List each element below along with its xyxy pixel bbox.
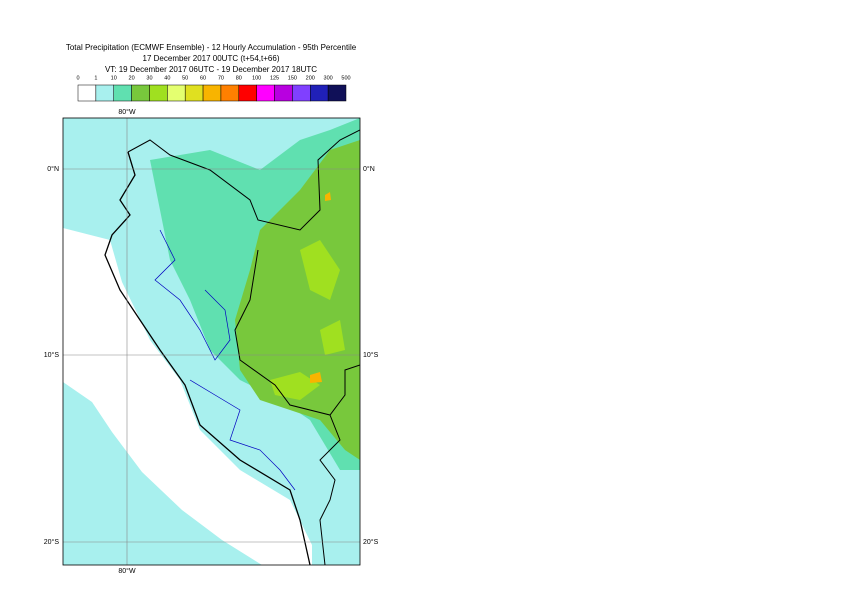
legend-swatch [202, 84, 222, 102]
legend-level: 20 [129, 75, 135, 81]
legend-swatch [310, 84, 329, 102]
lat-label: 20°S [44, 538, 60, 546]
legend-swatch [95, 84, 114, 102]
legend-level: 100 [252, 75, 261, 81]
map-frame [62, 117, 361, 566]
valid-time: VT: 19 December 2017 06UTC - 19 December… [105, 65, 317, 74]
lat-label: 0°N [363, 165, 375, 173]
lat-label: 20°S [363, 538, 379, 546]
legend-level: 10 [111, 75, 117, 81]
lat-label: 10°S [363, 351, 379, 359]
legend-swatch [256, 84, 275, 102]
regions [154, 229, 296, 491]
legend-level: 150 [288, 75, 297, 81]
legend-level: 40 [164, 75, 170, 81]
legend-swatch [238, 84, 257, 102]
legend-swatch [184, 84, 204, 102]
lon-label: 80°W [118, 108, 136, 116]
subtitle: 17 December 2017 00UTC (t+54,t+66) [143, 54, 280, 63]
lon-label: 80°W [118, 567, 136, 575]
legend-swatch [131, 84, 150, 102]
legend-swatch [113, 84, 132, 102]
legend-level: 125 [270, 75, 279, 81]
legend-level: 500 [341, 75, 350, 81]
title: Total Precipitation (ECMWF Ensemble) - 1… [66, 43, 357, 52]
lat-label: 0°N [47, 165, 59, 173]
legend-swatch [220, 84, 240, 102]
dry-ocean [63, 228, 312, 565]
legend-swatch [327, 84, 347, 102]
legend-level: 50 [182, 75, 188, 81]
coastline [104, 151, 311, 565]
legend-swatch [167, 84, 186, 102]
legend-level: 0 [76, 75, 79, 81]
colorbar: 0 1 10 20 30 40 50 60 70 80 100 125 150 200 300 500 [76, 75, 351, 102]
heavier-precip [270, 240, 345, 400]
legend-level: 200 [306, 75, 315, 81]
legend-swatch [77, 84, 97, 102]
legend-level: 300 [324, 75, 333, 81]
graticule [63, 118, 360, 565]
legend-swatch [149, 84, 168, 102]
legend-level: 1 [94, 75, 97, 81]
legend-swatch [274, 84, 293, 102]
borders [127, 129, 360, 565]
legend-swatch [292, 84, 311, 102]
legend-level: 80 [236, 75, 242, 81]
grid-labels: 80°W 80°W 0°N 10°S 20°S 0°N 10°S 20°S [44, 108, 379, 575]
heavy-precip [235, 140, 360, 460]
lat-label: 10°S [44, 351, 60, 359]
legend-level: 70 [218, 75, 224, 81]
legend-level: 60 [200, 75, 206, 81]
legend-level: 30 [146, 75, 152, 81]
map [63, 118, 360, 565]
